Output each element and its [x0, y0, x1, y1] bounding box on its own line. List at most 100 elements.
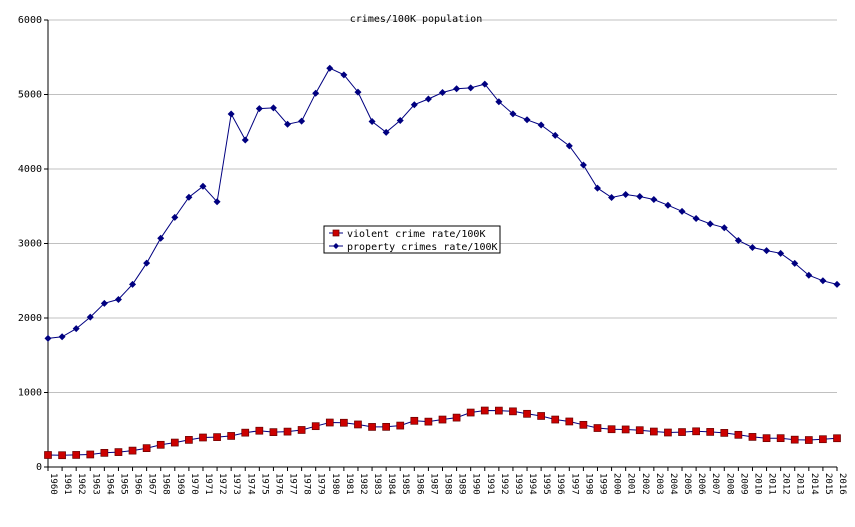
data-point	[255, 426, 264, 435]
data-point	[678, 428, 686, 436]
data-point	[114, 448, 123, 456]
data-point	[551, 131, 559, 139]
x-tick-label: 1984	[386, 473, 396, 495]
data-point	[734, 236, 742, 244]
x-tick-label: 1973	[231, 473, 241, 495]
legend-label-property: property crimes rate/100K	[347, 242, 498, 253]
legend-box	[323, 225, 501, 254]
x-tick-label: 2016	[837, 473, 847, 495]
legend-label-violent: violent crime rate/100K	[347, 229, 485, 240]
chart-title: crimes/100K population	[350, 14, 482, 25]
series-line	[47, 67, 838, 339]
data-point	[86, 450, 95, 459]
data-point	[100, 448, 109, 457]
data-point	[805, 271, 813, 279]
data-point	[185, 436, 193, 444]
x-tick-label: 1980	[330, 473, 340, 495]
data-point	[325, 418, 334, 427]
data-point	[410, 416, 419, 425]
x-tick-label: 1976	[273, 473, 283, 495]
series-property-crime	[44, 64, 841, 342]
data-point	[833, 434, 841, 443]
data-point	[156, 440, 165, 449]
x-tick-label: 1997	[569, 473, 579, 495]
data-point	[650, 195, 658, 203]
x-tick-label: 2007	[710, 473, 720, 495]
x-tick-label: 1979	[316, 473, 326, 495]
x-tick-label: 1992	[499, 473, 509, 495]
x-tick-labels: 1960 1961 1962 1963 1964 1965 1966 1967 1968 1969…	[48, 473, 847, 495]
x-tick-label: 1985	[400, 473, 410, 495]
data-point	[776, 434, 785, 443]
data-point	[227, 432, 236, 440]
data-point	[565, 142, 573, 150]
data-point	[114, 295, 122, 303]
x-tick-label: 1995	[541, 473, 551, 495]
data-point	[621, 425, 630, 434]
x-tick-label: 1975	[259, 473, 269, 495]
data-point	[438, 415, 447, 424]
x-tick-label: 2003	[654, 473, 664, 495]
data-point	[396, 421, 405, 430]
x-tick-label: 2013	[795, 473, 805, 495]
data-point	[664, 428, 672, 437]
data-point	[481, 80, 489, 88]
data-point	[636, 192, 644, 200]
data-point	[142, 444, 151, 453]
x-tick-label: 2004	[668, 473, 678, 495]
y-tick-label: 6000	[18, 15, 42, 26]
data-point	[100, 299, 108, 307]
x-tick-label: 2005	[682, 473, 692, 495]
data-point	[537, 412, 545, 420]
data-point	[424, 417, 433, 426]
data-point	[819, 435, 827, 444]
data-point	[720, 429, 729, 437]
y-tick-labels: 0 1000 2000 3000 4000 5000 6000	[18, 15, 42, 473]
y-tick-label: 2000	[18, 313, 42, 324]
data-point	[706, 428, 715, 436]
data-point	[509, 407, 517, 416]
data-point	[311, 422, 320, 431]
data-point	[72, 325, 80, 333]
data-point	[143, 259, 151, 267]
data-point	[382, 422, 390, 431]
data-point	[692, 427, 700, 436]
y-tick-label: 0	[36, 462, 42, 473]
y-tick-label: 5000	[18, 90, 42, 101]
x-tick-label: 1962	[76, 473, 86, 495]
x-tick-label: 1989	[457, 473, 467, 495]
x-tick-label: 1978	[302, 473, 312, 495]
data-point	[649, 427, 658, 436]
data-point	[509, 110, 517, 118]
data-point	[354, 420, 362, 429]
data-point	[128, 446, 137, 455]
series-violent-crime	[44, 406, 841, 460]
data-point	[734, 430, 743, 439]
data-point	[171, 213, 179, 221]
data-point	[185, 193, 193, 201]
x-tick-label: 1965	[118, 473, 128, 495]
x-tick-label: 1968	[161, 473, 171, 495]
x-tick-label: 1996	[555, 473, 565, 495]
data-point	[44, 334, 52, 342]
data-point	[410, 101, 418, 109]
y-tick-label: 4000	[18, 164, 42, 175]
data-point	[579, 161, 587, 169]
y-tick-label: 1000	[18, 388, 42, 399]
data-point	[777, 249, 785, 257]
x-tick-label: 1983	[372, 473, 382, 495]
data-point	[157, 234, 165, 242]
data-point	[551, 415, 560, 424]
data-point	[297, 426, 306, 434]
x-tick-label: 2006	[696, 473, 706, 495]
data-point	[439, 88, 446, 96]
data-point	[523, 116, 531, 124]
data-point	[424, 95, 432, 103]
axes	[44, 19, 838, 471]
x-tick-label: 2000	[612, 473, 622, 495]
x-tick-label: 2008	[724, 473, 734, 495]
data-point	[312, 89, 320, 97]
data-point	[340, 418, 348, 427]
x-tick-label: 1972	[217, 473, 227, 495]
data-point	[720, 224, 728, 232]
